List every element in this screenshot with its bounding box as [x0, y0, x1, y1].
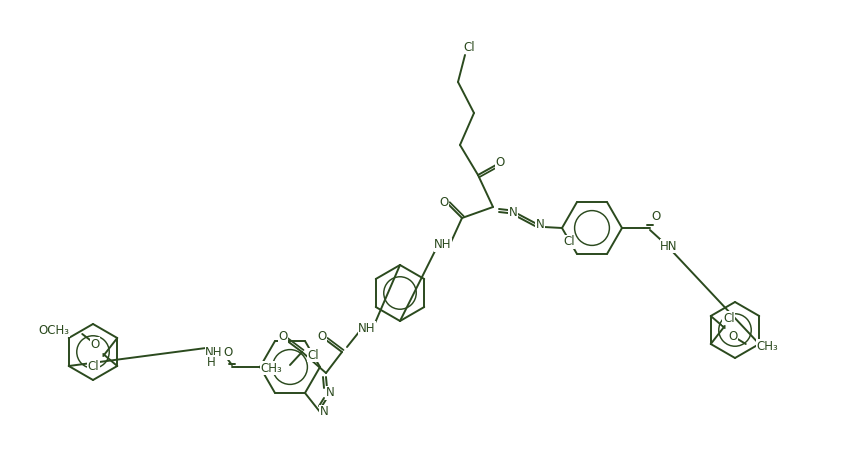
Text: N: N: [325, 387, 334, 399]
Text: Cl: Cl: [562, 236, 574, 248]
Text: NH: NH: [433, 238, 451, 251]
Text: HN: HN: [659, 239, 677, 253]
Text: N: N: [535, 218, 543, 231]
Text: O: O: [651, 209, 660, 222]
Text: O: O: [278, 331, 287, 343]
Text: OCH₃: OCH₃: [38, 323, 69, 336]
Text: CH₃: CH₃: [260, 361, 281, 374]
Text: Cl: Cl: [722, 312, 734, 324]
Text: O: O: [223, 346, 232, 360]
Text: N: N: [508, 206, 517, 219]
Text: O: O: [90, 338, 100, 351]
Text: O: O: [317, 330, 326, 342]
Text: N: N: [319, 406, 328, 418]
Text: CH₃: CH₃: [756, 340, 778, 352]
Text: O: O: [438, 196, 448, 209]
Text: H: H: [206, 355, 215, 369]
Text: Cl: Cl: [307, 349, 318, 361]
Text: O: O: [728, 330, 736, 342]
Text: Cl: Cl: [462, 40, 474, 54]
Text: O: O: [495, 156, 504, 170]
Text: NH: NH: [357, 322, 375, 334]
Text: NH: NH: [205, 345, 223, 359]
Text: Cl: Cl: [88, 360, 99, 372]
